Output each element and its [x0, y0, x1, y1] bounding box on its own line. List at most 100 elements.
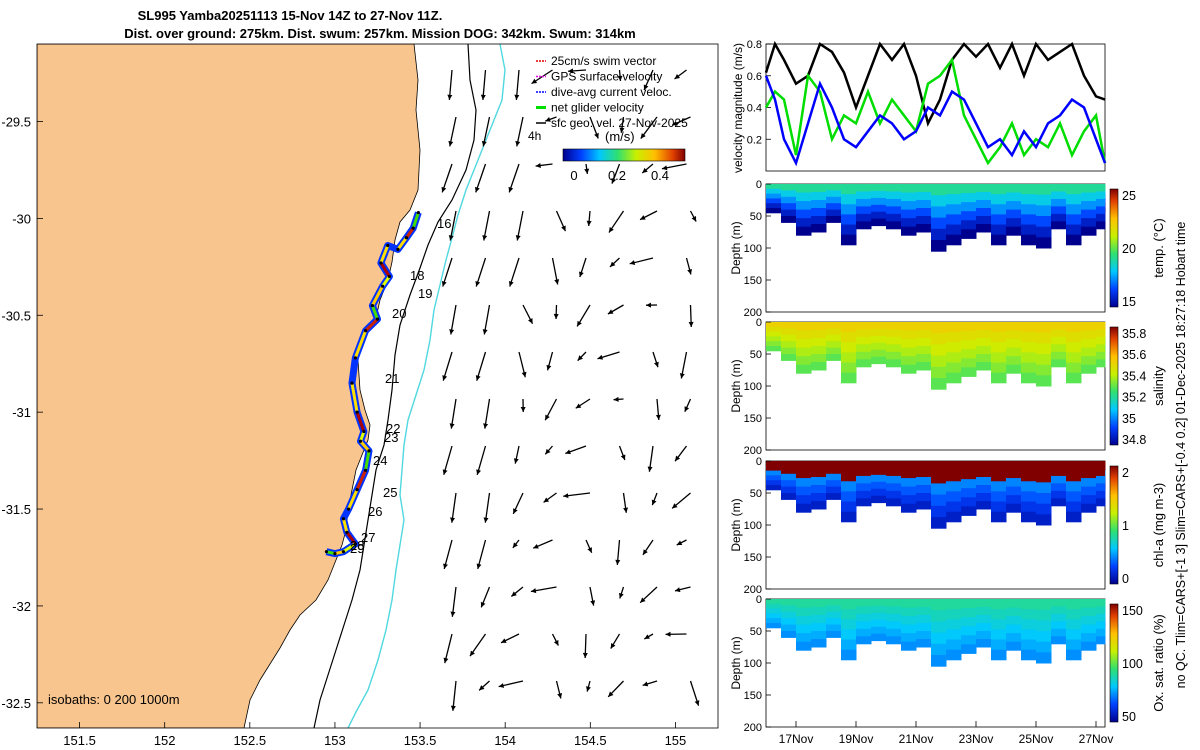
section-oxygen-cell — [916, 631, 932, 640]
section-salinity-cell — [871, 335, 887, 344]
section-oxygen-cell — [931, 643, 947, 656]
section-temp-cell — [901, 201, 917, 211]
velocity-arrow — [618, 586, 625, 599]
section-salinity-cell — [781, 341, 797, 349]
section-oxygen-cell — [841, 609, 857, 620]
section-temp-cell — [841, 184, 857, 195]
section-temp-cell — [901, 226, 917, 236]
section-salinity-cell — [1081, 330, 1097, 340]
section-chla-cell — [1051, 498, 1067, 507]
section-salinity-cell — [856, 351, 872, 360]
section-oxygen-cell — [856, 606, 872, 615]
section-oxygen-cell — [766, 618, 782, 624]
track-point — [353, 542, 357, 546]
depth-tick-label: 200 — [744, 584, 762, 596]
velocity-arrow — [684, 398, 692, 413]
section-chla-cell — [871, 461, 887, 469]
section-chla-cell — [916, 501, 932, 510]
section-temp-cell — [901, 218, 917, 228]
map-x-tick-label: 153.5 — [404, 733, 437, 748]
section-oxygen-cell — [946, 619, 962, 630]
track-point — [341, 550, 346, 554]
depth-tick-label: 150 — [744, 413, 762, 425]
velocity-arrow — [520, 398, 526, 413]
section-chla-cell — [1006, 478, 1022, 488]
section-chla-cell — [961, 506, 977, 516]
section-chla-cell — [871, 495, 887, 504]
section-salinity-cell — [1066, 342, 1082, 353]
section-chla-cell — [796, 503, 812, 513]
velocity-arrow — [483, 398, 491, 429]
section-temp-cell — [826, 216, 842, 223]
section-oxygen-cell — [766, 603, 782, 610]
section-chla-cell — [1036, 471, 1052, 483]
section-oxygen-cell — [1051, 599, 1067, 607]
section-salinity-cell — [766, 326, 782, 333]
velocity-arrow — [450, 586, 457, 617]
section-oxygen-cell — [886, 628, 902, 637]
section-oxygen-ylabel: Depth (m) — [729, 636, 743, 689]
section-oxygen-cell — [871, 605, 887, 614]
velocity-series-line — [764, 75, 1107, 167]
section-salinity-cell — [946, 372, 962, 384]
section-salinity-cell — [811, 362, 827, 371]
section-temp-cell — [916, 216, 932, 225]
section-oxygen-cell — [781, 599, 797, 606]
velocity-arrow — [441, 257, 453, 287]
section-salinity-cell — [811, 346, 827, 355]
section-temp-cell — [1081, 226, 1097, 236]
section-chla-cell — [1081, 461, 1097, 471]
section-chla-cell — [1066, 471, 1082, 482]
section-oxygen-cell — [826, 599, 842, 606]
section-temp-cell — [856, 206, 872, 215]
section-temp-cell — [946, 204, 962, 215]
section-salinity-cell — [781, 347, 797, 355]
section-chla-cell — [1021, 511, 1037, 523]
section-temp-cell — [856, 198, 872, 207]
section-salinity-cell — [841, 332, 857, 343]
section-chla-cell — [946, 461, 962, 472]
track-segment — [381, 275, 391, 288]
section-temp-cell — [1036, 216, 1052, 228]
section-chla-cell — [961, 461, 977, 471]
velocity-ylabel: velocity magnitude (m/s) — [731, 43, 745, 173]
section-chla-cbar-label: chl-a (mg m-3) — [1151, 483, 1166, 568]
section-oxygen-colorbar — [1109, 603, 1119, 723]
velocity-arrow — [508, 257, 520, 287]
depth-tick-label: 0 — [756, 179, 762, 191]
velocity-arrow — [685, 257, 693, 275]
track-day-label: 21 — [385, 371, 399, 386]
section-oxygen-cell — [886, 606, 902, 615]
section-temp-cell — [1096, 206, 1106, 215]
section-oxygen-cell — [811, 639, 827, 648]
section-oxygen-cell — [946, 639, 962, 651]
section-chla-cell — [886, 483, 902, 492]
section-chla-cell — [781, 480, 797, 488]
section-temp-cell — [1051, 184, 1067, 192]
section-temp-cell — [781, 216, 797, 223]
section-oxygen-cell — [841, 629, 857, 641]
section-oxygen-cell — [916, 623, 932, 632]
velocity-arrow — [551, 257, 560, 285]
section-oxygen-cell — [1006, 616, 1022, 626]
section-oxygen-cell — [826, 618, 842, 626]
velocity-arrow — [617, 69, 623, 82]
section-temp-cell — [931, 240, 947, 252]
section-temp-cell — [841, 224, 857, 236]
section-chla-cell — [1021, 491, 1037, 503]
section-salinity-cell — [916, 362, 932, 371]
velocity-arrow — [609, 257, 620, 268]
time-tick-label: 21Nov — [899, 732, 934, 746]
velocity-panel: 0.2 0.4 0.6 0.8 — [747, 39, 1107, 167]
section-oxygen-cell — [976, 599, 992, 608]
section-temp-cell — [931, 195, 947, 207]
section-chla-cell — [856, 461, 872, 469]
section-oxygen-cell — [901, 599, 917, 609]
section-oxygen-cell — [901, 607, 917, 617]
section-chla-cell — [811, 477, 827, 486]
section-temp-cell — [976, 184, 992, 193]
section-oxygen-cell — [766, 613, 782, 619]
section-chla-cell — [916, 477, 932, 486]
section-chla-cell — [766, 461, 782, 467]
section-temp-cell — [796, 218, 812, 228]
